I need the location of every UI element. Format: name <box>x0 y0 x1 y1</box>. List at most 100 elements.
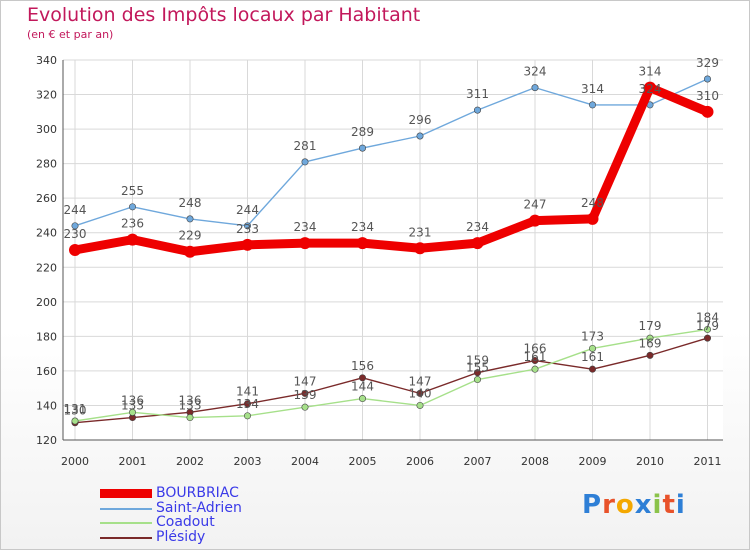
data-point-coadout <box>473 376 481 384</box>
y-tick-label: 340 <box>36 54 57 67</box>
axes: 120 140 160 180 200 220 240 260 280 300 320 340 2000… <box>36 54 723 468</box>
data-point-coadout <box>71 417 79 425</box>
data-label-saint-adrien: 324 <box>524 65 547 79</box>
data-label-pl-sidy: 133 <box>121 399 144 413</box>
data-label-saint-adrien: 296 <box>409 113 432 127</box>
data-point-bourbriac <box>126 233 139 246</box>
legend-swatch-saint-adrien <box>100 507 152 510</box>
data-label-bourbriac: 231 <box>409 225 432 239</box>
chart-subtitle: (en € et par an) <box>27 28 114 41</box>
data-point-coadout <box>646 334 654 342</box>
data-point-pl-sidy <box>301 389 309 397</box>
legend-label-bourbriac: BOURBRIAC <box>156 485 239 501</box>
data-point-pl-sidy <box>531 357 539 365</box>
data-labels: 230 236 229 233 234 234 231 234 247 248 314 310 244 2… <box>64 56 719 418</box>
y-tick-label: 180 <box>36 330 57 343</box>
logo-letter: i <box>675 490 686 520</box>
chart-title: Evolution des Impôts locaux par Habitant <box>27 4 421 26</box>
data-point-bourbriac <box>644 81 656 94</box>
data-point-bourbriac <box>356 237 369 250</box>
data-label-pl-sidy: 141 <box>236 385 259 399</box>
data-label-coadout: 155 <box>466 361 489 375</box>
data-label-saint-adrien: 244 <box>236 203 259 217</box>
series-line-pl-sidy <box>74 337 709 424</box>
data-label-coadout: 139 <box>294 388 317 402</box>
data-point-saint-adrien <box>71 222 79 230</box>
data-label-saint-adrien: 324 <box>639 82 662 96</box>
series-line-coadout <box>74 328 709 422</box>
data-point-coadout <box>416 401 424 409</box>
x-tick-label: 2007 <box>464 455 492 468</box>
series-line-saint-adrien <box>74 78 709 227</box>
data-label-bourbriac: 236 <box>121 217 144 231</box>
x-tick-label: 2009 <box>579 455 607 468</box>
y-tick-label: 120 <box>36 434 57 447</box>
legend-label-plesidy: Plésidy <box>156 528 206 545</box>
data-point-saint-adrien <box>588 101 596 109</box>
data-label-bourbriac: 247 <box>524 198 547 212</box>
data-label-saint-adrien: 314 <box>581 82 604 96</box>
data-point-bourbriac <box>69 244 81 256</box>
data-label-pl-sidy: 156 <box>351 359 374 373</box>
data-label-bourbriac: 230 <box>64 227 87 241</box>
data-label-coadout: 136 <box>121 393 144 407</box>
data-point-coadout <box>531 365 539 373</box>
data-label-coadout: 184 <box>696 310 719 324</box>
x-tick-label: 2010 <box>636 455 664 468</box>
data-point-pl-sidy <box>703 334 711 342</box>
data-label-bourbriac: 314 <box>639 65 662 79</box>
series-group <box>69 75 714 427</box>
data-label-bourbriac: 233 <box>236 222 259 236</box>
data-point-saint-adrien <box>703 75 711 83</box>
data-point-bourbriac <box>701 105 714 118</box>
data-label-coadout: 144 <box>351 380 374 394</box>
y-tick-label: 140 <box>36 399 57 412</box>
data-label-bourbriac: 234 <box>351 220 374 234</box>
logo-letter: P <box>582 490 603 520</box>
data-label-coadout: 179 <box>639 319 662 333</box>
data-label-pl-sidy: 147 <box>409 374 432 388</box>
legend-swatch-plesidy <box>100 536 152 539</box>
y-tick-label: 240 <box>36 227 57 240</box>
logo-letter: i <box>652 490 663 520</box>
data-label-bourbriac: 310 <box>696 89 719 103</box>
logo-letter: r <box>602 490 616 520</box>
y-tick-label: 200 <box>36 296 57 309</box>
x-tick-label: 2011 <box>694 455 722 468</box>
data-point-saint-adrien <box>301 158 309 166</box>
data-point-bourbriac <box>241 238 254 251</box>
data-label-saint-adrien: 244 <box>64 203 87 217</box>
data-label-pl-sidy: 130 <box>64 404 87 418</box>
data-point-saint-adrien <box>531 84 539 92</box>
data-point-saint-adrien <box>129 203 137 211</box>
data-label-coadout: 131 <box>64 402 87 416</box>
data-label-bourbriac: 248 <box>581 196 604 210</box>
data-point-pl-sidy <box>646 351 654 359</box>
y-tick-label: 220 <box>36 261 57 274</box>
data-point-bourbriac <box>299 237 311 250</box>
data-label-saint-adrien: 329 <box>696 56 719 70</box>
data-point-bourbriac <box>586 212 599 225</box>
x-tick-label: 2003 <box>234 455 262 468</box>
data-label-pl-sidy: 147 <box>294 374 317 388</box>
data-point-saint-adrien <box>358 144 366 152</box>
data-point-saint-adrien <box>186 215 194 223</box>
data-point-saint-adrien <box>244 222 252 230</box>
legend-label-saint-adrien: Saint-Adrien <box>156 499 242 516</box>
data-point-coadout <box>703 325 711 333</box>
data-label-saint-adrien: 289 <box>351 125 374 139</box>
data-point-pl-sidy <box>358 374 366 382</box>
data-point-bourbriac <box>184 245 196 258</box>
data-label-saint-adrien: 311 <box>466 87 489 101</box>
data-label-coadout: 134 <box>236 397 259 411</box>
legend-swatch-bourbriac <box>100 489 152 498</box>
logo-letter: x <box>634 490 653 520</box>
data-label-coadout: 140 <box>409 386 432 400</box>
x-tick-label: 2005 <box>349 455 377 468</box>
data-label-bourbriac: 234 <box>294 220 317 234</box>
proxiti-logo: Proxiti <box>582 490 686 520</box>
x-tick-label: 2004 <box>291 455 319 468</box>
y-tick-label: 300 <box>36 123 57 136</box>
x-tick-label: 2008 <box>521 455 549 468</box>
data-point-coadout <box>186 414 194 422</box>
